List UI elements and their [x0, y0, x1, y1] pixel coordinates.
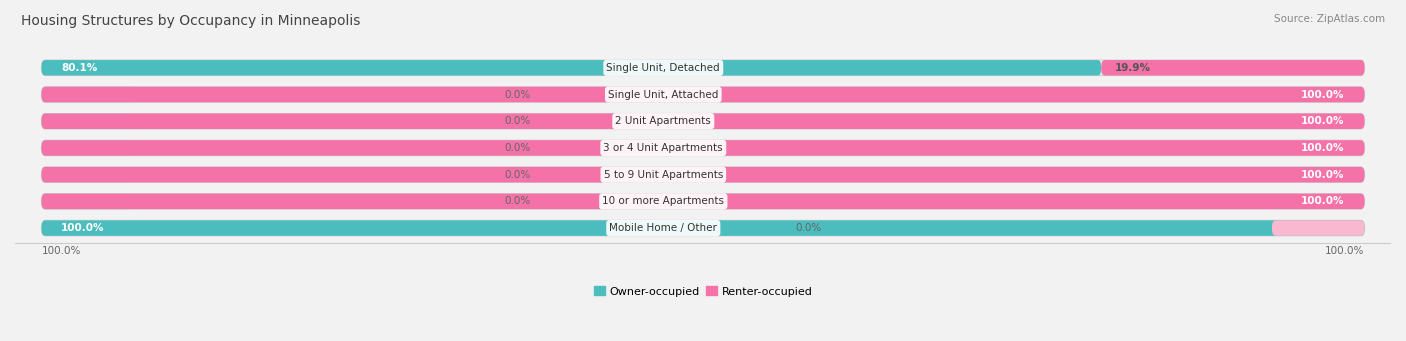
- FancyBboxPatch shape: [41, 87, 1365, 102]
- Text: 100.0%: 100.0%: [1301, 143, 1344, 153]
- FancyBboxPatch shape: [41, 194, 1365, 209]
- FancyBboxPatch shape: [41, 140, 1365, 156]
- FancyBboxPatch shape: [41, 194, 1365, 209]
- FancyBboxPatch shape: [41, 167, 1365, 182]
- FancyBboxPatch shape: [41, 87, 1365, 102]
- Text: 5 to 9 Unit Apartments: 5 to 9 Unit Apartments: [603, 170, 723, 180]
- Text: 100.0%: 100.0%: [62, 223, 105, 233]
- FancyBboxPatch shape: [41, 220, 1365, 236]
- FancyBboxPatch shape: [41, 220, 1365, 236]
- Text: 100.0%: 100.0%: [1301, 90, 1344, 100]
- Text: 100.0%: 100.0%: [1301, 116, 1344, 126]
- Text: Mobile Home / Other: Mobile Home / Other: [609, 223, 717, 233]
- Text: 80.1%: 80.1%: [62, 63, 97, 73]
- Text: 2 Unit Apartments: 2 Unit Apartments: [616, 116, 711, 126]
- Text: 19.9%: 19.9%: [1115, 63, 1150, 73]
- FancyBboxPatch shape: [41, 87, 134, 102]
- Text: 10 or more Apartments: 10 or more Apartments: [602, 196, 724, 206]
- FancyBboxPatch shape: [41, 194, 134, 209]
- Text: Single Unit, Detached: Single Unit, Detached: [606, 63, 720, 73]
- FancyBboxPatch shape: [1101, 60, 1365, 76]
- Text: 0.0%: 0.0%: [505, 196, 531, 206]
- Text: Housing Structures by Occupancy in Minneapolis: Housing Structures by Occupancy in Minne…: [21, 14, 360, 28]
- Text: 0.0%: 0.0%: [505, 170, 531, 180]
- Legend: Owner-occupied, Renter-occupied: Owner-occupied, Renter-occupied: [589, 282, 817, 301]
- Text: 0.0%: 0.0%: [505, 143, 531, 153]
- Text: 100.0%: 100.0%: [1301, 196, 1344, 206]
- Text: 100.0%: 100.0%: [41, 246, 80, 256]
- FancyBboxPatch shape: [41, 114, 134, 129]
- FancyBboxPatch shape: [41, 167, 134, 182]
- Text: 100.0%: 100.0%: [1301, 170, 1344, 180]
- FancyBboxPatch shape: [41, 114, 1365, 129]
- FancyBboxPatch shape: [41, 140, 1365, 156]
- Text: Single Unit, Attached: Single Unit, Attached: [609, 90, 718, 100]
- Text: 0.0%: 0.0%: [505, 90, 531, 100]
- Text: 0.0%: 0.0%: [796, 223, 823, 233]
- Text: 0.0%: 0.0%: [505, 116, 531, 126]
- Text: 100.0%: 100.0%: [1326, 246, 1365, 256]
- FancyBboxPatch shape: [1272, 220, 1365, 236]
- FancyBboxPatch shape: [41, 60, 1365, 76]
- Text: 3 or 4 Unit Apartments: 3 or 4 Unit Apartments: [603, 143, 723, 153]
- FancyBboxPatch shape: [41, 167, 1365, 182]
- FancyBboxPatch shape: [41, 60, 1101, 76]
- FancyBboxPatch shape: [41, 114, 1365, 129]
- Text: Source: ZipAtlas.com: Source: ZipAtlas.com: [1274, 14, 1385, 24]
- FancyBboxPatch shape: [41, 140, 134, 156]
